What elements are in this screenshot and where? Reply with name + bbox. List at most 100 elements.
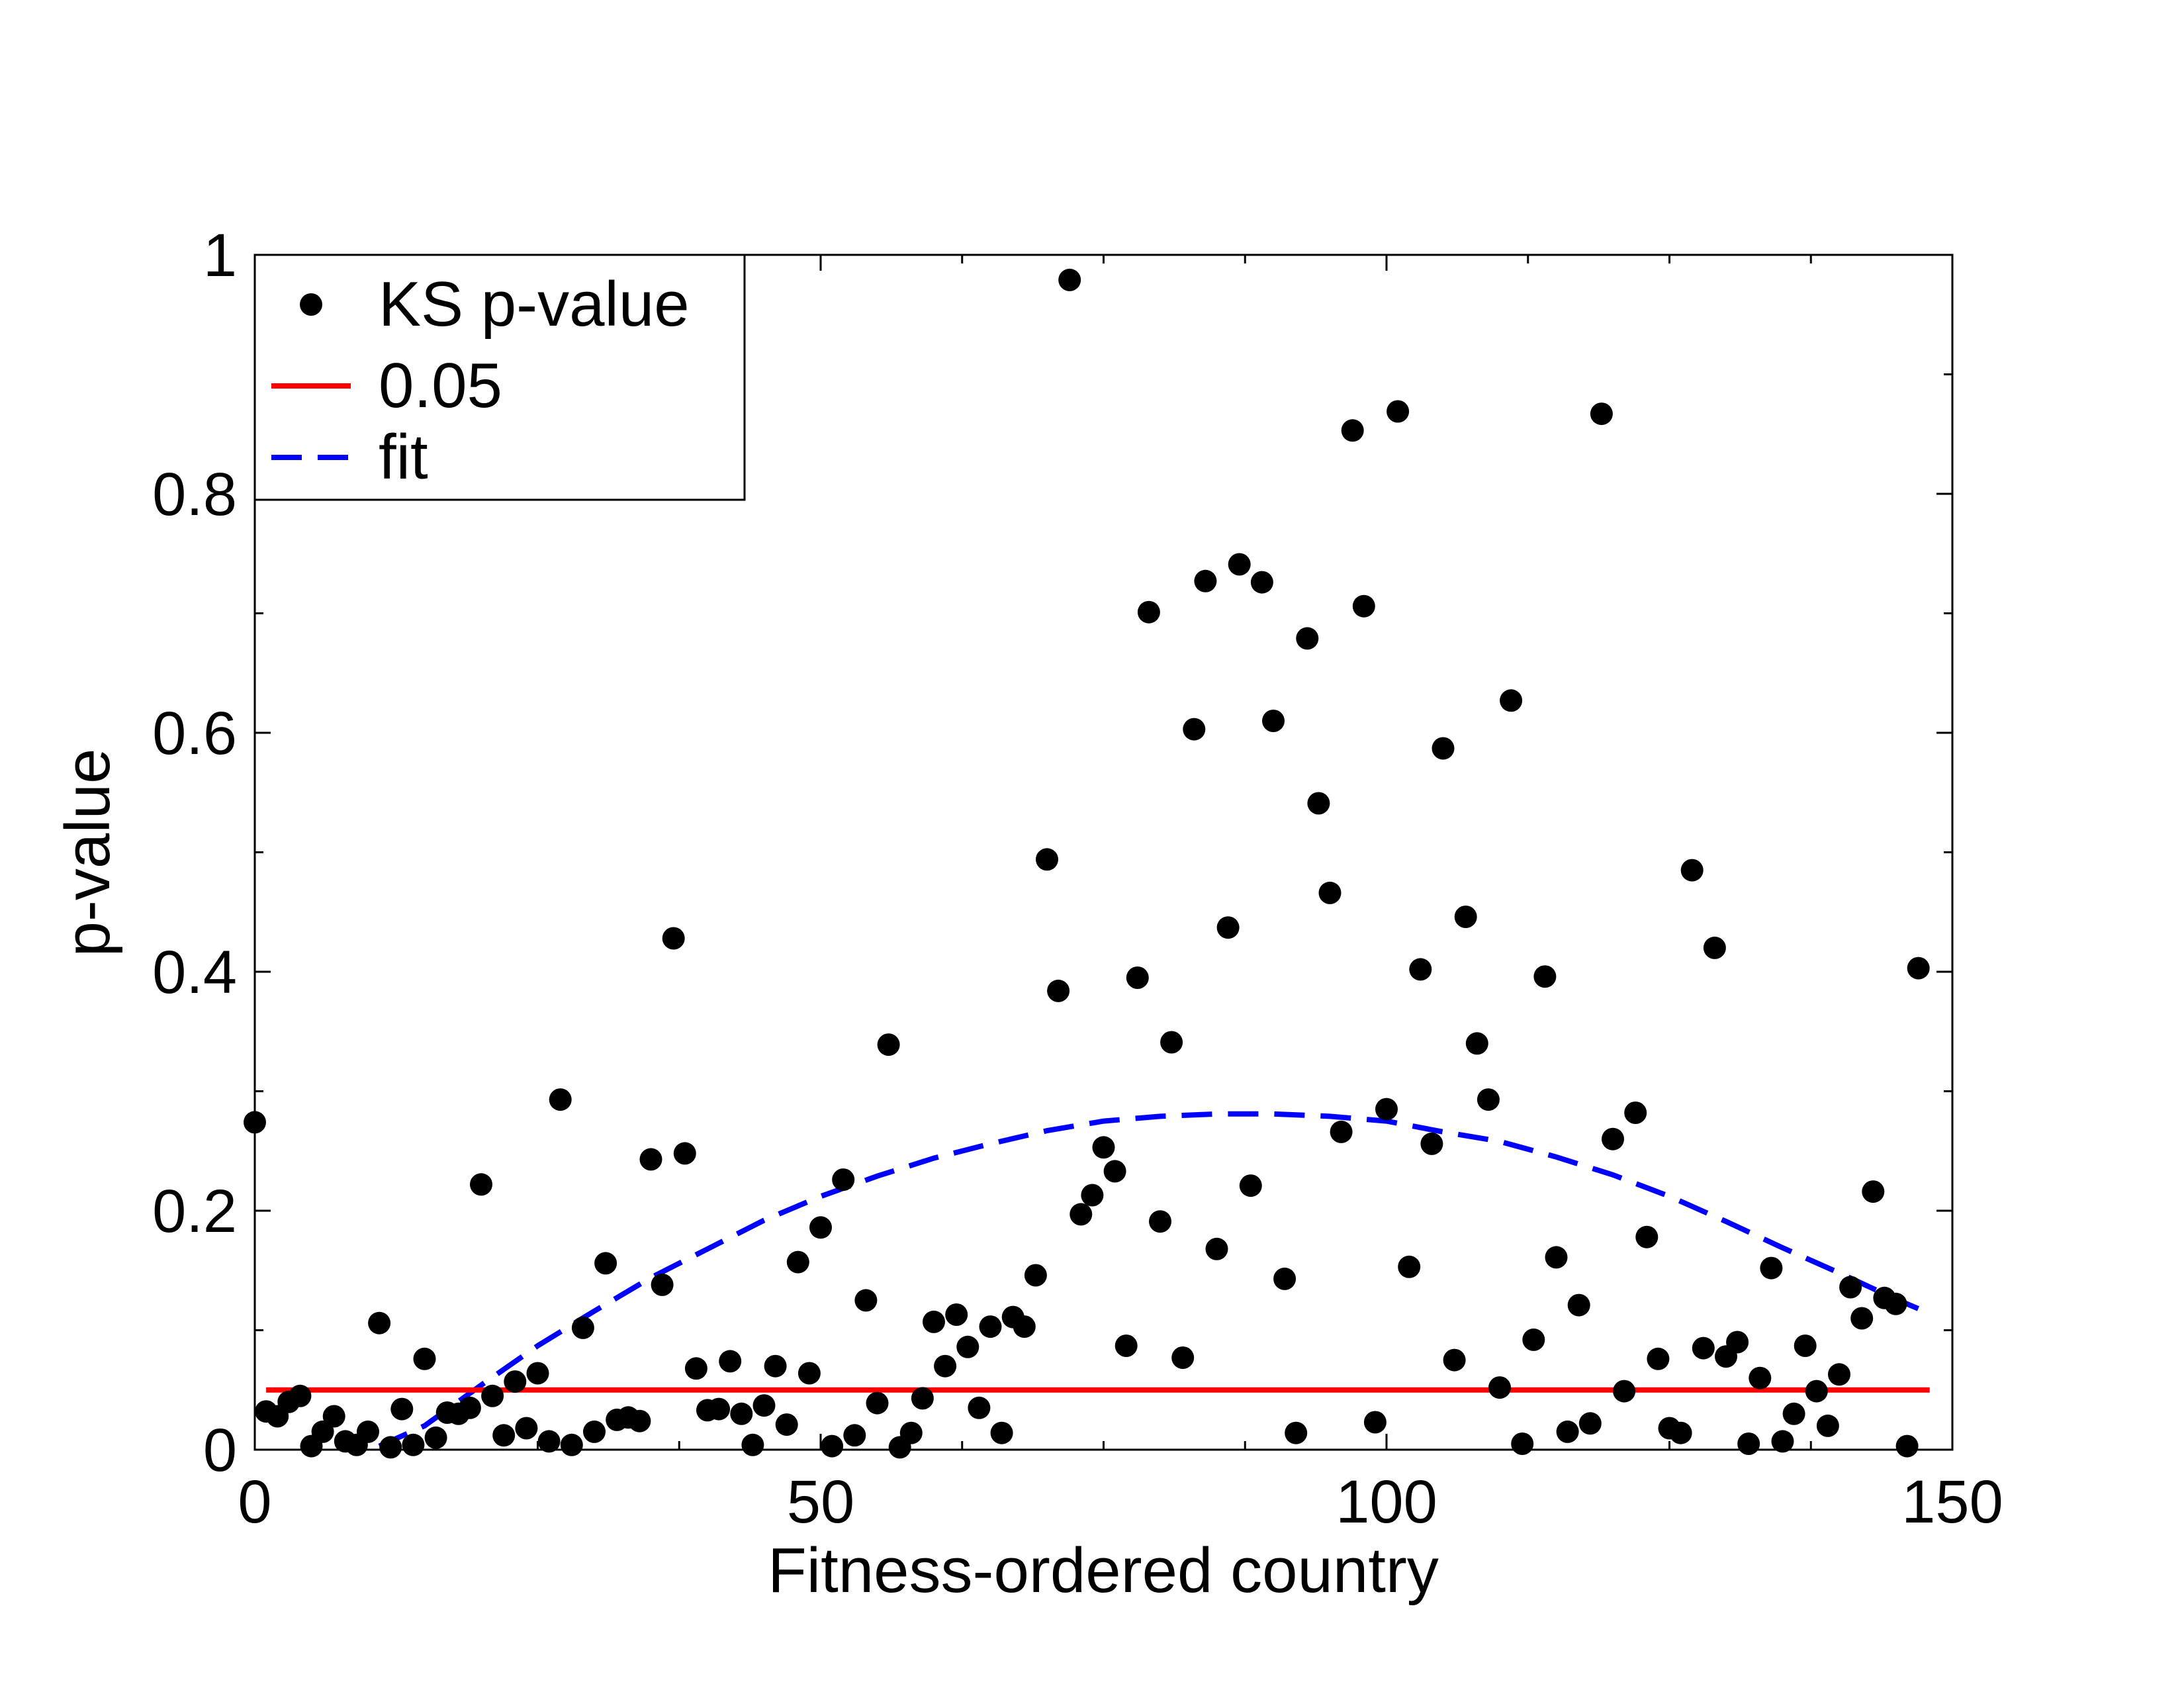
data-point [1522,1328,1545,1351]
data-point [662,927,685,950]
data-point [1850,1307,1874,1330]
data-point [899,1421,923,1444]
legend-marker-ks-p-value [300,293,322,316]
data-point [571,1316,594,1339]
data-point [1285,1421,1308,1444]
data-point [1635,1225,1659,1248]
data-point [911,1387,934,1410]
data-point [797,1362,821,1385]
data-point [492,1424,516,1447]
data-point [322,1405,345,1428]
data-point [504,1370,527,1393]
data-point [537,1430,561,1453]
data-point [1907,957,1930,980]
y-tick-label: 0.2 [152,1178,237,1245]
data-point [1047,979,1070,1002]
data-point [684,1357,707,1380]
data-point [866,1391,889,1415]
data-point [1692,1336,1715,1360]
data-point [1533,965,1557,988]
y-tick-label: 0.8 [152,461,237,528]
data-point [1398,1255,1421,1278]
data-point [1216,916,1240,939]
data-point [481,1384,504,1407]
data-point [1613,1380,1636,1403]
data-point [1183,718,1206,741]
data-point [651,1273,674,1296]
data-point [1680,859,1704,882]
y-tick-label: 0.6 [152,700,237,767]
data-point [1545,1246,1568,1269]
data-point [1115,1335,1138,1357]
data-point [923,1310,945,1333]
data-point [719,1350,742,1373]
data-point [1578,1412,1602,1435]
data-point [1058,268,1081,291]
data-point [1273,1267,1297,1290]
legend: KS p-value 0.05 fit [253,254,746,501]
data-point [424,1426,447,1449]
data-point [1624,1102,1647,1124]
data-point [639,1148,662,1171]
data-point [549,1088,572,1111]
data-point [1771,1430,1794,1453]
data-point [1647,1347,1670,1370]
fit-curve-layer [378,1111,1920,1449]
data-point [1239,1174,1262,1197]
data-point [752,1394,776,1417]
data-point [1794,1335,1817,1357]
data-point [1477,1088,1500,1111]
data-point [764,1354,787,1378]
data-point [357,1420,379,1443]
data-point [1307,792,1330,815]
data-point [1726,1331,1749,1354]
data-point [1149,1210,1171,1233]
data-point [707,1397,731,1421]
data-point [1590,402,1613,426]
y-tick-label: 0 [203,1417,237,1484]
data-point [1262,710,1285,732]
data-point [1330,1120,1353,1143]
data-point [945,1303,968,1326]
x-tick-label: 50 [787,1468,854,1536]
data-point [1409,958,1432,981]
data-point [1160,1031,1183,1054]
fit-curve [378,1111,1920,1449]
data-point [786,1250,809,1274]
data-point [1194,569,1217,592]
data-point [775,1413,798,1436]
data-point [515,1417,538,1440]
data-point [1363,1411,1387,1434]
data-point [1081,1184,1104,1207]
data-point [1375,1098,1398,1121]
data-point [673,1142,696,1165]
data-point [956,1335,979,1358]
data-point [1884,1292,1907,1315]
data-point [583,1420,606,1443]
data-point [1511,1432,1534,1455]
data-point [979,1315,1002,1338]
data-point [730,1402,753,1425]
data-point [1669,1421,1692,1444]
y-tick-label: 1 [203,222,237,289]
data-point [1602,1127,1624,1150]
data-point [1036,848,1058,871]
data-point [1556,1420,1579,1443]
x-tick-label: 0 [238,1468,271,1536]
data-point [1839,1276,1862,1299]
data-point [968,1396,991,1419]
axis-ticks [253,254,1954,1451]
data-point [311,1420,334,1443]
data-point [458,1396,481,1419]
data-point [1024,1264,1047,1287]
data-point [1805,1380,1828,1403]
data-point [1387,400,1410,423]
data-point [1895,1434,1919,1458]
data-point [1737,1432,1760,1455]
data-point [741,1433,764,1456]
data-point [1443,1348,1466,1372]
data-point [560,1433,583,1456]
data-points-layer [244,268,1930,1459]
data-point [470,1173,492,1196]
data-point [821,1434,844,1458]
